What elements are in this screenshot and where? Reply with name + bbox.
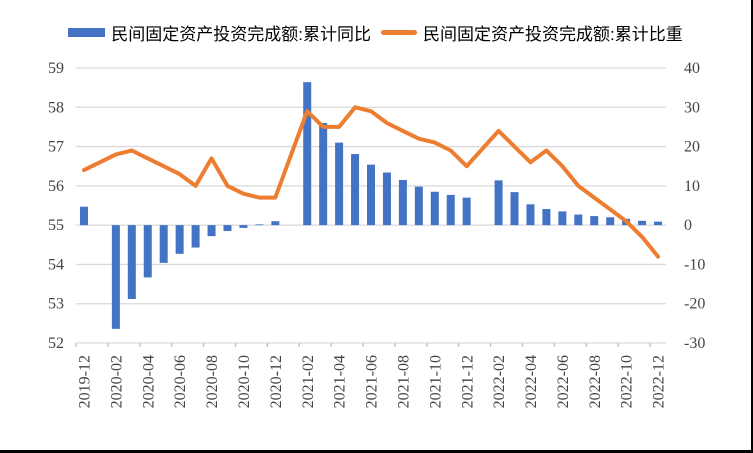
trend-line: [82, 105, 660, 259]
bar-2021-04: [335, 142, 344, 226]
x-axis-label: 2020-08: [204, 355, 221, 408]
x-axis-label: 2022-04: [523, 355, 540, 408]
bar-2020-02: [111, 225, 120, 329]
y-axis-label-left: 58: [48, 99, 64, 116]
y-axis-label-right: -10: [684, 256, 705, 273]
bar-2021-09: [414, 186, 423, 226]
bar-2022-04: [526, 204, 535, 226]
bar-2022-07: [574, 214, 583, 226]
bar-2022-06: [558, 211, 567, 226]
bar-2022-03: [510, 192, 519, 226]
bar-2020-07: [191, 225, 200, 248]
bar-2020-08: [207, 225, 216, 237]
bar-2021-11: [446, 194, 455, 226]
bar-2022-09: [606, 217, 615, 226]
bar-2020-03: [127, 225, 136, 299]
y-axis-label-right: -20: [684, 296, 705, 313]
bar-2021-10: [430, 191, 439, 226]
chart-legend: 民间固定资产投资完成额:累计同比 民间固定资产投资完成额:累计比重: [0, 20, 751, 44]
bar-2021-12: [462, 197, 471, 226]
x-axis-label: 2022-12: [651, 355, 668, 408]
y-axis-label-right: 20: [684, 139, 700, 156]
bar-2020-04: [143, 225, 152, 278]
bar-2021-05: [351, 154, 360, 226]
y-axis-label-left: 55: [48, 217, 64, 234]
x-axis-label: 2022-10: [619, 355, 636, 408]
x-axis-label: 2022-06: [555, 355, 572, 408]
x-axis-label: 2021-12: [459, 355, 476, 408]
x-axis-label: 2020-02: [108, 355, 125, 408]
x-axis-label: 2021-02: [300, 355, 317, 408]
x-axis-label: 2020-04: [140, 355, 157, 408]
bar-2022-05: [542, 209, 551, 226]
bar-2022-11: [638, 220, 647, 226]
legend-label-yoy: 民间固定资产投资完成额:累计同比: [111, 24, 371, 44]
bar-2021-03: [319, 123, 328, 226]
x-axis-label: 2021-06: [364, 355, 381, 408]
x-axis-label: 2021-10: [427, 355, 444, 408]
x-axis-label: 2022-08: [587, 355, 604, 408]
bar-2020-11: [255, 224, 264, 226]
bar-2022-12: [654, 221, 663, 226]
x-axis-label: 2020-12: [268, 355, 285, 408]
bar-2020-09: [223, 225, 232, 232]
bar-2021-08: [398, 179, 407, 226]
y-axis-label-left: 53: [48, 296, 64, 313]
y-axis-label-left: 52: [48, 335, 64, 352]
bar-2021-06: [367, 164, 375, 226]
y-axis-label-right: 30: [684, 99, 700, 116]
y-axis-label-right: 40: [684, 60, 700, 77]
y-axis-label-right: 0: [684, 217, 692, 234]
bar-2019-12: [79, 206, 88, 226]
bar-2021-07: [382, 172, 391, 226]
x-axis-label: 2020-10: [236, 355, 253, 408]
bar-2022-08: [590, 216, 599, 226]
y-axis-label-right: -30: [684, 335, 705, 352]
bar-2020-06: [175, 225, 184, 254]
legend-label-share: 民间固定资产投资完成额:累计比重: [423, 24, 683, 44]
x-axis-label: 2020-06: [172, 355, 189, 408]
y-axis-label-left: 56: [48, 178, 64, 195]
legend-line-swatch: [381, 29, 417, 35]
x-axis-label: 2021-04: [332, 355, 349, 408]
bar-2022-02: [494, 180, 503, 226]
legend-bar-swatch: [68, 27, 106, 37]
bar-2020-05: [159, 225, 168, 263]
bar-2021-02: [303, 82, 312, 226]
y-axis-label-right: 10: [684, 178, 700, 195]
bar-2020-10: [239, 225, 248, 228]
y-axis-label-left: 54: [48, 256, 64, 273]
x-axis-label: 2021-08: [395, 355, 412, 408]
x-axis-label: 2022-02: [491, 355, 508, 408]
y-axis-label-left: 59: [48, 60, 64, 77]
x-axis-label: 2019-12: [77, 355, 94, 408]
y-axis-label-left: 57: [48, 139, 64, 156]
bar-2020-12: [271, 221, 280, 226]
